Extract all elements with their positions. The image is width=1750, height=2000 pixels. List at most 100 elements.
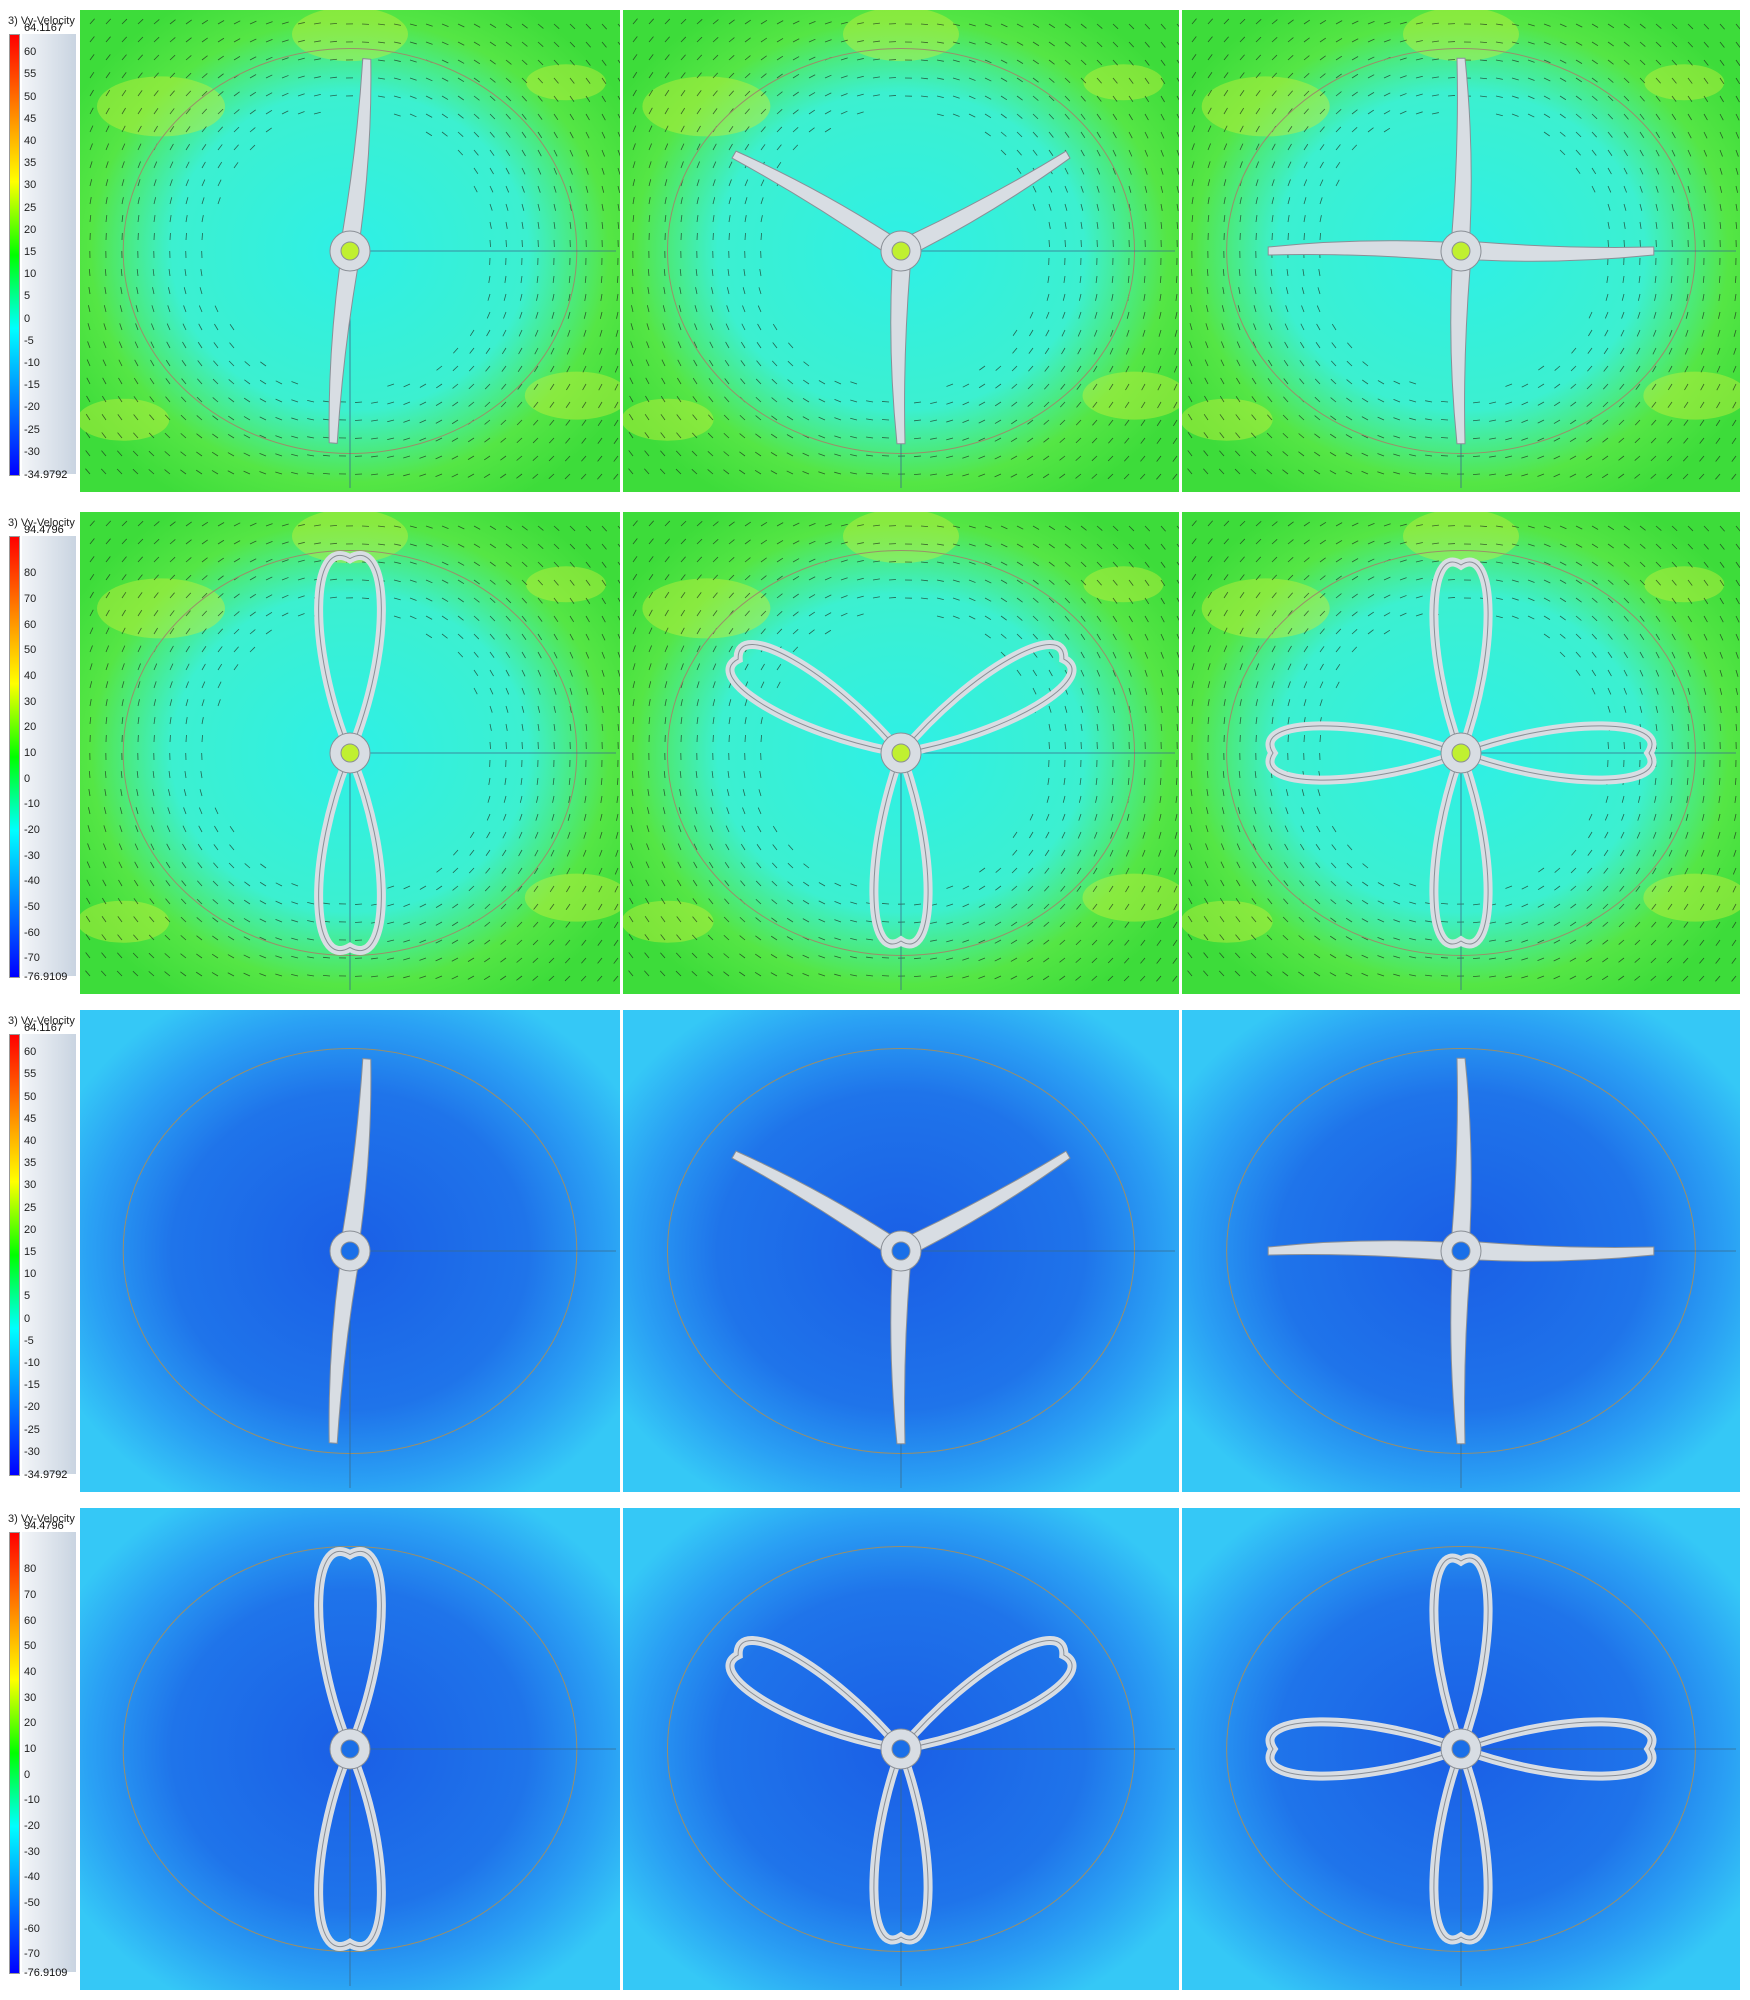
hotspot <box>1083 64 1164 101</box>
vector-arrow <box>1570 365 1577 372</box>
vector-arrow <box>1080 561 1087 568</box>
vector-arrow <box>664 699 667 707</box>
vector-arrow <box>1319 90 1326 97</box>
vector-arrow <box>1415 40 1423 43</box>
vector-arrow <box>1218 970 1225 977</box>
vector-arrow <box>744 73 751 79</box>
vector-arrow <box>1303 108 1309 115</box>
vector-arrow <box>185 197 189 205</box>
vector-arrow <box>1271 108 1277 115</box>
vector-arrow <box>1250 934 1257 941</box>
vector-arrow <box>1667 383 1673 391</box>
vector-arrow <box>962 383 970 388</box>
vector-arrow <box>121 574 127 581</box>
vector-arrow <box>1144 203 1147 211</box>
vector-arrow <box>1255 717 1258 725</box>
vector-arrow <box>1399 541 1407 545</box>
vector-arrow <box>756 844 762 851</box>
vector-arrow <box>137 538 144 545</box>
vector-arrow <box>1028 867 1034 874</box>
colorbar-tick-label: 20 <box>24 223 37 236</box>
colorbar-tick-label: 50 <box>24 1640 37 1653</box>
vector-arrow <box>709 359 714 367</box>
vector-arrow <box>435 455 443 460</box>
vector-arrow <box>1237 323 1241 331</box>
vector-arrow <box>1666 975 1673 982</box>
vector-arrow <box>537 95 543 102</box>
vector-arrow <box>1623 525 1630 531</box>
vector-arrow <box>1191 681 1195 689</box>
vector-arrow <box>1187 468 1193 475</box>
vector-arrow <box>1635 885 1641 892</box>
vector-arrow <box>1671 113 1677 121</box>
velocity-vectors <box>85 520 620 982</box>
vector-arrow <box>984 633 991 639</box>
vector-arrow <box>550 849 555 857</box>
vector-arrow <box>1207 681 1211 689</box>
vector-arrow <box>1591 669 1597 677</box>
vector-arrow <box>723 916 730 923</box>
vector-arrow <box>403 455 411 459</box>
vector-arrow <box>1575 131 1582 138</box>
vector-arrow <box>770 433 778 439</box>
vector-arrow <box>725 323 730 331</box>
vector-arrow <box>1511 597 1519 601</box>
vector-arrow <box>1252 843 1257 851</box>
vector-arrow <box>153 663 158 671</box>
vector-arrow <box>1000 41 1008 46</box>
vector-arrow <box>840 612 848 617</box>
vector-arrow <box>1271 143 1276 151</box>
vector-arrow <box>744 575 751 581</box>
vector-arrow <box>1271 54 1278 61</box>
contour-plot <box>623 512 1179 994</box>
vector-arrow <box>1032 113 1039 120</box>
vector-arrow <box>1223 54 1229 61</box>
vector-arrow <box>201 126 207 133</box>
vector-arrow <box>1064 615 1070 622</box>
vector-arrow <box>1203 915 1209 923</box>
vector-arrow <box>1607 687 1612 695</box>
vector-arrow <box>1219 897 1225 905</box>
vector-arrow <box>197 341 203 349</box>
vector-arrow <box>457 77 465 83</box>
vector-arrow <box>585 185 589 193</box>
vector-arrow <box>1172 437 1178 445</box>
vector-arrow <box>631 770 634 779</box>
vector-arrow <box>648 627 653 635</box>
vector-arrow <box>169 539 176 545</box>
vector-arrow <box>1282 432 1289 439</box>
vector-arrow <box>1319 161 1324 169</box>
vector-arrow <box>712 521 719 527</box>
colorbar-tick-label: 64.1167 <box>24 22 63 34</box>
vector-arrow <box>1559 59 1567 64</box>
vector-arrow <box>1203 468 1209 475</box>
vector-arrow <box>198 807 203 815</box>
vector-arrow <box>776 161 782 169</box>
vector-arrow <box>1635 383 1641 390</box>
vector-arrow <box>489 633 495 640</box>
vector-arrow <box>679 789 682 797</box>
vector-arrow <box>1559 597 1567 603</box>
vector-arrow <box>1282 414 1289 421</box>
vector-arrow <box>1142 831 1146 839</box>
vector-arrow <box>537 651 542 659</box>
vector-arrow <box>1271 574 1278 581</box>
vector-arrow <box>1108 885 1114 893</box>
vector-arrow <box>1511 77 1519 81</box>
vector-arrow <box>1064 203 1068 211</box>
vector-arrow <box>1521 921 1529 925</box>
vector-arrow <box>585 579 591 586</box>
vector-arrow <box>644 970 650 977</box>
vector-arrow <box>500 455 507 461</box>
vector-arrow <box>1638 275 1641 283</box>
vector-arrow <box>1587 365 1593 372</box>
vector-arrow <box>802 918 810 923</box>
vector-arrow <box>1607 561 1614 567</box>
vector-arrow <box>425 543 433 547</box>
vector-arrow <box>1239 215 1242 223</box>
colorbar-tick-label: 5 <box>24 290 31 303</box>
vector-arrow <box>201 37 208 43</box>
vector-arrow <box>664 36 670 43</box>
vector-arrow <box>693 843 698 851</box>
vector-arrow <box>962 921 970 925</box>
